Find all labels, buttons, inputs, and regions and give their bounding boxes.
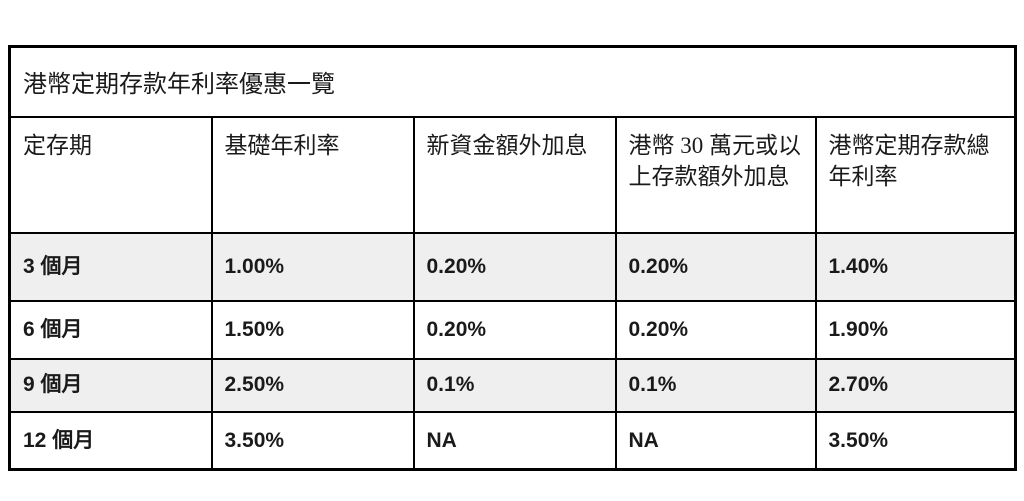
cell-total-rate: 1.90%: [814, 299, 1017, 360]
cell-large-deposit-bonus: 0.20%: [614, 299, 817, 360]
cell-base-rate: 1.00%: [210, 231, 415, 302]
column-header-new-funds-bonus: 新資金額外加息: [412, 115, 617, 234]
table-title: 港幣定期存款年利率優惠一覽: [8, 45, 1017, 118]
column-header-base-rate: 基礎年利率: [210, 115, 415, 234]
table-row-6-months: 6 個月 1.50% 0.20% 0.20% 1.90%: [8, 299, 1017, 360]
cell-large-deposit-bonus: 0.20%: [614, 231, 817, 302]
cell-new-funds-bonus: 0.20%: [412, 299, 617, 360]
cell-new-funds-bonus: 0.1%: [412, 357, 617, 413]
cell-new-funds-bonus: 0.20%: [412, 231, 617, 302]
cell-base-rate: 2.50%: [210, 357, 415, 413]
column-header-total-rate: 港幣定期存款總年利率: [814, 115, 1017, 234]
cell-large-deposit-bonus: NA: [614, 410, 817, 471]
cell-total-rate: 3.50%: [814, 410, 1017, 471]
table-row-9-months: 9 個月 2.50% 0.1% 0.1% 2.70%: [8, 357, 1017, 413]
cell-term: 3 個月: [8, 231, 213, 302]
column-header-term: 定存期: [8, 115, 213, 234]
column-header-large-deposit-bonus: 港幣 30 萬元或以上存款額外加息: [614, 115, 817, 234]
cell-base-rate: 1.50%: [210, 299, 415, 360]
cell-total-rate: 1.40%: [814, 231, 1017, 302]
cell-total-rate: 2.70%: [814, 357, 1017, 413]
cell-term: 9 個月: [8, 357, 213, 413]
cell-term: 12 個月: [8, 410, 213, 471]
cell-large-deposit-bonus: 0.1%: [614, 357, 817, 413]
table-header-row: 定存期 基礎年利率 新資金額外加息 港幣 30 萬元或以上存款額外加息 港幣定期…: [8, 115, 1017, 234]
cell-term: 6 個月: [8, 299, 213, 360]
cell-new-funds-bonus: NA: [412, 410, 617, 471]
table-title-row: 港幣定期存款年利率優惠一覽: [8, 45, 1017, 118]
table-row-3-months: 3 個月 1.00% 0.20% 0.20% 1.40%: [8, 231, 1017, 302]
cell-base-rate: 3.50%: [210, 410, 415, 471]
hkd-deposit-rate-table: 港幣定期存款年利率優惠一覽 定存期 基礎年利率 新資金額外加息 港幣 30 萬元…: [8, 45, 1018, 471]
table-row-12-months: 12 個月 3.50% NA NA 3.50%: [8, 410, 1017, 471]
